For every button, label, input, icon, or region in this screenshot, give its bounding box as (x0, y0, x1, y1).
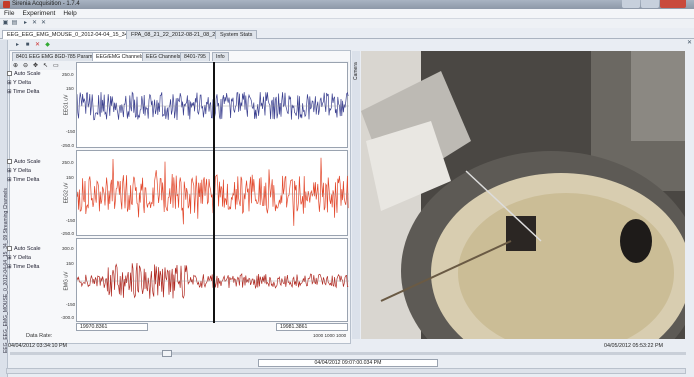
eeg1-plot[interactable] (76, 62, 349, 148)
stop-icon[interactable]: ✕ (40, 20, 47, 26)
close-panel-icon[interactable]: ✕ (686, 40, 693, 46)
time-delta-label: Time Delta (13, 264, 40, 270)
x-start-input[interactable]: 19970.8361 (76, 323, 148, 331)
tab-8401-795[interactable]: 8401-795 (180, 52, 210, 61)
toolbar: ▣ ▤ ▸ ✕ ✕ (0, 19, 694, 28)
timeline-panel: 04/04/2012 03:34:10 PM 04/05/2012 05:53:… (0, 341, 694, 377)
camera-label: Camera (353, 62, 359, 80)
timeline-end: 04/05/2012 05:53:22 PM (604, 343, 664, 349)
y-tick-label: 150 (66, 261, 74, 266)
snapshot-icon[interactable]: ◆ (45, 42, 50, 48)
tab-eeg-mouse[interactable]: EEG_EEG_EMG_MOUSE_0_2012-04-04_15_34_09 (2, 30, 142, 39)
auto-scale-checkbox[interactable]: Auto Scale (7, 158, 65, 167)
tab-params[interactable]: 8401 EEG EMG 8GD-785 Params (12, 52, 99, 61)
auto-scale-label: Auto Scale (14, 246, 41, 252)
tab-eeg-channels[interactable]: EEG Channels (142, 52, 185, 61)
cursor-icon[interactable]: ↖ (43, 63, 49, 69)
y-delta-option[interactable]: ⊞ Y Delta (7, 80, 31, 86)
zoom-in-icon[interactable]: ⊕ (13, 63, 19, 69)
y-tick-label: -150 (66, 218, 76, 223)
channel-controls-3: Auto Scale ⊞ Y Delta ⊞ Time Delta (7, 245, 65, 272)
rate-values: 1000 1000 1000 (313, 333, 347, 338)
timeline-thumb[interactable] (162, 350, 172, 357)
y-tick-label: -150 (66, 129, 76, 134)
play-icon[interactable]: ▸ (23, 20, 27, 26)
auto-scale-checkbox[interactable]: Auto Scale (7, 245, 65, 254)
tab-info[interactable]: Info (212, 52, 229, 61)
timeline-start: 04/04/2012 03:34:10 PM (8, 343, 68, 349)
play-icon[interactable]: ▸ (15, 42, 19, 48)
channel-controls-2: Auto Scale ⊞ Y Delta ⊞ Time Delta (7, 158, 65, 185)
y-axis-name: EEG1 uV (63, 94, 70, 116)
time-delta-option[interactable]: ⊞ Time Delta (7, 177, 40, 183)
app-logo-icon (3, 1, 10, 8)
zoom-out-icon[interactable]: ⊖ (23, 63, 29, 69)
y-max-label: 250.0 (62, 72, 74, 77)
stop-icon[interactable]: ✕ (34, 42, 41, 48)
y-delta-label: Y Delta (13, 168, 31, 174)
y-delta-label: Y Delta (13, 255, 31, 261)
data-rate-label: Data Rate: (26, 333, 53, 339)
time-delta-label: Time Delta (13, 89, 40, 95)
y-tick-label: 150 (66, 86, 74, 91)
streaming-channels-strip[interactable]: EEG_EEG_EMG_MOUSE_0_2012-04-04_15_34_09 … (0, 40, 9, 377)
y-min-label: -250.0 (61, 231, 75, 236)
record-icon[interactable]: ■ (25, 42, 30, 48)
y-delta-option[interactable]: ⊞ Y Delta (7, 168, 31, 174)
tab-system-stats[interactable]: System Stats (215, 30, 258, 39)
pan-icon[interactable]: ✥ (33, 63, 39, 69)
menu-bar: File Experiment Help (0, 9, 694, 19)
menu-experiment[interactable]: Experiment (22, 10, 56, 17)
y-axis-name: EMG uV (63, 271, 70, 291)
x-end-input[interactable]: 19981.3861 (276, 323, 348, 331)
time-delta-option[interactable]: ⊞ Time Delta (7, 89, 40, 95)
new-icon[interactable]: ▣ (2, 20, 9, 26)
y-delta-option[interactable]: ⊞ Y Delta (7, 255, 31, 261)
time-delta-label: Time Delta (13, 177, 40, 183)
menu-help[interactable]: Help (63, 10, 77, 17)
auto-scale-label: Auto Scale (14, 159, 41, 165)
experiment-tabs: EEG_EEG_EMG_MOUSE_0_2012-04-04_15_34_09 … (0, 29, 694, 39)
camera-strip[interactable]: Camera (352, 51, 360, 339)
y-min-label: -300.0 (61, 315, 75, 320)
minimize-button[interactable] (622, 0, 640, 8)
timeline-current-input[interactable]: 04/04/2012 09:07:00.034 PM (258, 359, 438, 367)
y-delta-label: Y Delta (13, 80, 31, 86)
open-icon[interactable]: ▤ (11, 20, 18, 26)
window-title: Sirenia Acquisition - 1.7.4 (12, 1, 80, 7)
camera-image (361, 51, 685, 339)
tab-eeg-emg-channels[interactable]: EEG/EMG Channels (92, 52, 148, 61)
camera-view (361, 51, 685, 339)
y-max-label: 250.0 (62, 160, 74, 165)
close-button[interactable] (660, 0, 686, 8)
channel-controls-1: Auto Scale ⊞ Y Delta ⊞ Time Delta (7, 70, 65, 97)
horizontal-scrollbar[interactable] (6, 368, 686, 374)
fit-icon[interactable]: ▭ (53, 63, 59, 69)
y-axis-name: EEG2 uV (63, 182, 70, 204)
x-range-controls: 19970.8361 19981.3861 (76, 322, 348, 332)
y-min-label: -250.0 (61, 143, 75, 148)
time-cursor[interactable] (213, 62, 215, 323)
y-tick-label: 150 (66, 175, 74, 180)
sub-toolbar: ▸ ■ ✕ ◆ ✕ (0, 40, 694, 50)
emg-plot[interactable] (76, 238, 349, 322)
y-tick-label: -150 (66, 302, 76, 307)
y-max-label: 300.0 (62, 246, 74, 251)
eeg2-plot[interactable] (76, 150, 349, 236)
menu-file[interactable]: File (4, 10, 15, 17)
title-bar: Sirenia Acquisition - 1.7.4 (0, 0, 694, 9)
timeline-track[interactable] (10, 352, 686, 355)
maximize-button[interactable] (641, 0, 659, 8)
auto-scale-label: Auto Scale (14, 71, 41, 77)
time-delta-option[interactable]: ⊞ Time Delta (7, 264, 40, 270)
settings-icon[interactable]: ✕ (31, 20, 38, 26)
auto-scale-checkbox[interactable]: Auto Scale (7, 70, 65, 79)
